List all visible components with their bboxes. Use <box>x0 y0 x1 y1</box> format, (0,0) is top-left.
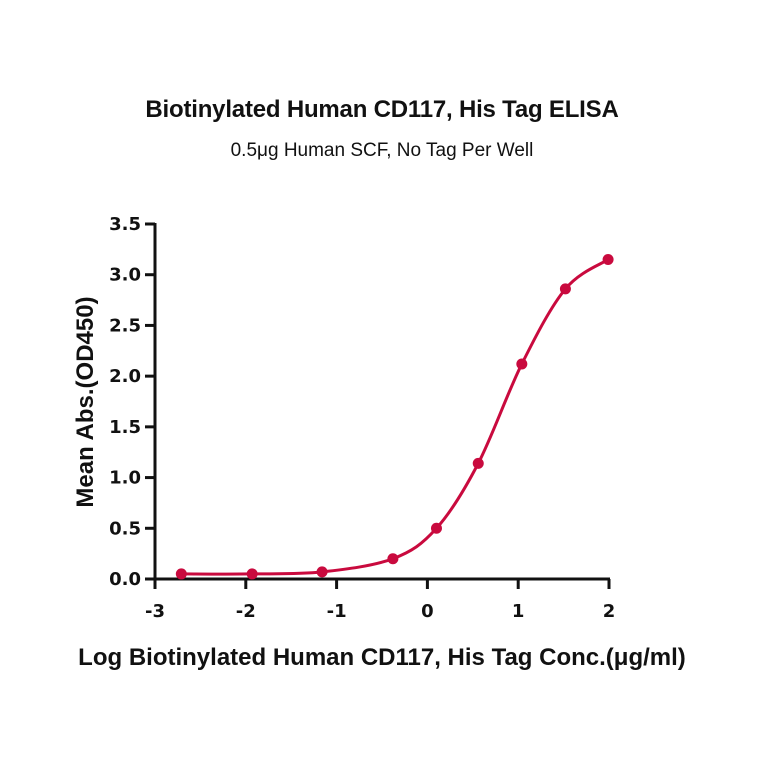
y-axis-title: Mean Abs.(OD450) <box>72 296 99 507</box>
x-tick-label: 2 <box>603 601 616 622</box>
data-point <box>316 566 328 578</box>
chart-subtitle: 0.5μg Human SCF, No Tag Per Well <box>230 140 534 161</box>
data-point <box>516 358 528 370</box>
x-tick-label: 1 <box>512 601 525 622</box>
y-tick-label: 0.0 <box>109 569 141 590</box>
data-point <box>387 553 399 565</box>
y-tick-label: 2.0 <box>109 366 141 387</box>
x-tick-label: -1 <box>327 601 347 622</box>
data-point <box>175 568 187 580</box>
y-tick-label: 0.5 <box>109 518 141 539</box>
x-axis: -3 -2 -1 0 1 2 <box>145 577 616 622</box>
data-point <box>246 568 258 580</box>
data-point <box>430 522 442 534</box>
fit-curve <box>181 258 609 576</box>
chart-title: Biotinylated Human CD117, His Tag ELISA <box>145 96 619 123</box>
y-tick-label: 3.5 <box>109 214 141 235</box>
x-tick-label: 0 <box>421 601 434 622</box>
y-axis: 0.0 0.5 1.0 1.5 2.0 2.5 3.0 3.5 <box>109 214 157 590</box>
x-tick-label: -2 <box>236 601 256 622</box>
data-point <box>472 457 484 469</box>
y-tick-label: 2.5 <box>109 315 141 336</box>
x-tick-label: -3 <box>145 601 165 622</box>
y-tick-label: 3.0 <box>109 265 141 286</box>
data-point <box>602 254 614 265</box>
x-axis-title: Log Biotinylated Human CD117, His Tag Co… <box>78 644 686 671</box>
y-tick-label: 1.0 <box>109 468 141 489</box>
y-tick-label: 1.5 <box>109 417 141 438</box>
data-point <box>559 283 571 295</box>
data-points <box>175 254 614 580</box>
